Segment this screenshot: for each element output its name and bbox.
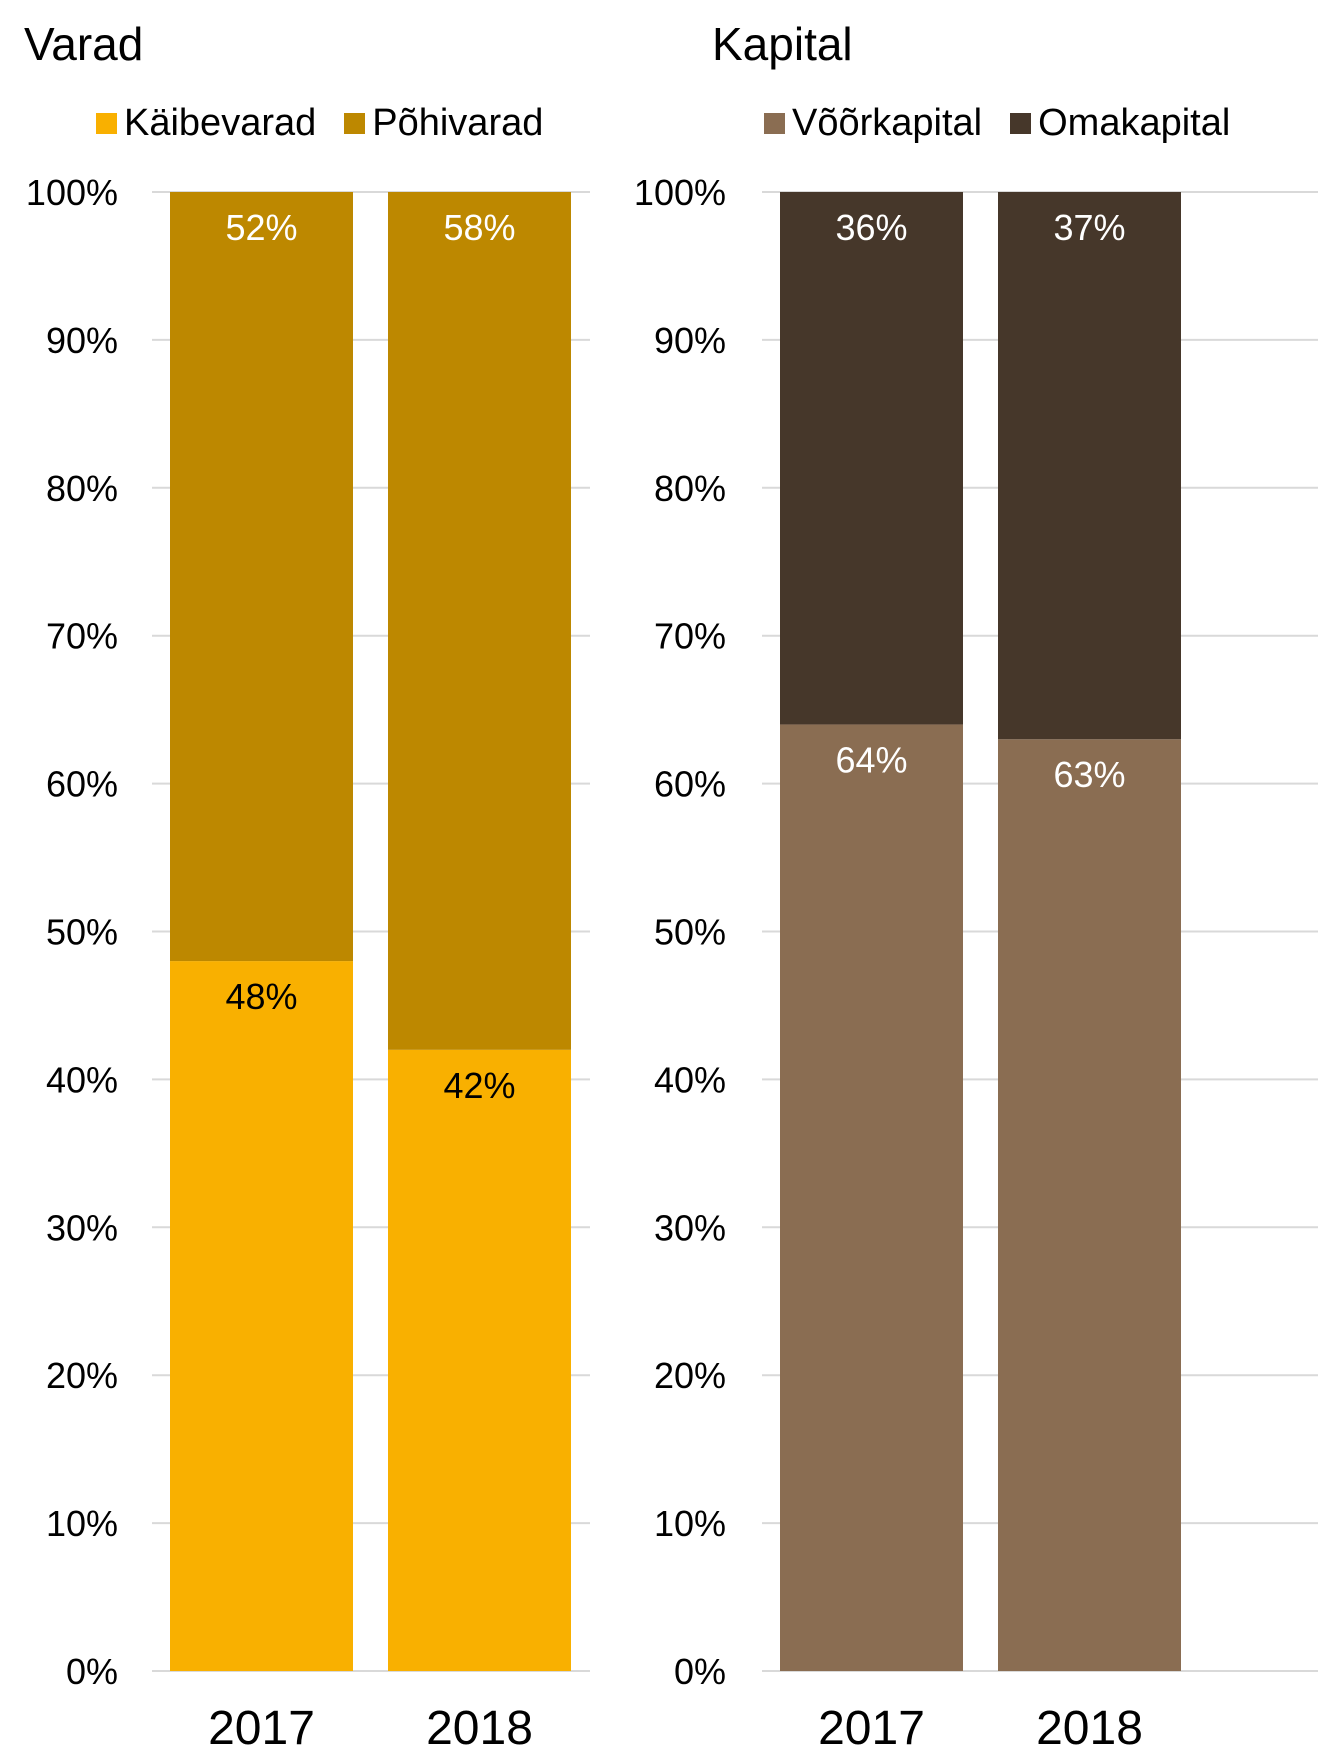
legend-item-liabilities: Võõrkapital (764, 102, 982, 145)
legend-swatch-liabilities (764, 112, 785, 134)
legend-item-fixed-assets: Põhivarad (344, 102, 543, 145)
data-label: 37% (1053, 207, 1125, 248)
y-tick-label: 0% (66, 1651, 118, 1692)
legend-label-equity: Omakapital (1038, 101, 1231, 144)
y-tick-label: 100% (634, 172, 726, 213)
y-tick-label: 20% (654, 1355, 726, 1396)
chart-title: Varad (24, 18, 144, 70)
y-tick-label: 20% (46, 1355, 118, 1396)
data-label: 48% (225, 976, 297, 1017)
y-tick-label: 30% (46, 1207, 118, 1248)
data-label: 63% (1053, 754, 1125, 795)
x-tick-label: 2018 (426, 1702, 533, 1755)
data-label: 64% (835, 739, 907, 780)
x-tick-label: 2017 (818, 1702, 925, 1755)
bar-segment (170, 961, 353, 1671)
y-tick-label: 80% (654, 468, 726, 509)
bar-segment (998, 192, 1181, 740)
y-tick-label: 0% (674, 1651, 726, 1692)
x-tick-label: 2017 (208, 1702, 315, 1755)
capital-chart-panel: Kapital Võõrkapital Omakapital 0% 10% 20% 3… (634, 0, 1318, 1756)
data-label: 42% (443, 1065, 515, 1106)
y-tick-label: 10% (654, 1503, 726, 1544)
bar-segment (170, 192, 353, 962)
capital-chart-plot: 0% 10% 20% 30% 40% 50% 60% 70% 80% 90% 100% 64% 36% 2… (634, 172, 1318, 1755)
bar-segment (388, 192, 571, 1050)
bar-segment (998, 739, 1181, 1671)
data-label: 58% (443, 207, 515, 248)
legend-label-fixed-assets: Põhivarad (372, 101, 544, 144)
x-tick-label: 2018 (1036, 1702, 1143, 1755)
y-tick-label: 70% (654, 616, 726, 657)
y-tick-label: 40% (654, 1059, 726, 1100)
y-tick-label: 90% (46, 320, 118, 361)
legend-label-liabilities: Võõrkapital (792, 101, 983, 144)
legend-swatch-equity (1010, 112, 1032, 134)
assets-chart-panel: Varad Käibevarad Põhivarad 0% 10% 20% 30% 40… (24, 18, 590, 1755)
bar-segment (780, 192, 963, 725)
y-tick-label: 30% (654, 1207, 726, 1248)
y-tick-label: 60% (654, 764, 726, 805)
data-label: 52% (225, 207, 297, 248)
y-tick-label: 100% (26, 172, 118, 213)
y-tick-label: 80% (46, 468, 118, 509)
y-tick-label: 90% (654, 320, 726, 361)
assets-chart-plot: 0% 10% 20% 30% 40% 50% 60% 70% 80% 90% 100% 48% 52% 2… (26, 172, 590, 1755)
legend-item-equity: Omakapital (1010, 102, 1230, 145)
bar-segment (388, 1049, 571, 1671)
y-tick-label: 10% (46, 1503, 118, 1544)
legend-swatch-fixed-assets (344, 112, 366, 134)
y-tick-label: 40% (46, 1059, 118, 1100)
y-tick-label: 60% (46, 764, 118, 805)
legend-swatch-current-assets (96, 112, 117, 134)
y-tick-label: 50% (654, 912, 726, 953)
chart-title: Kapital (712, 18, 853, 70)
y-tick-label: 50% (46, 912, 118, 953)
bar-segment (780, 724, 963, 1671)
y-tick-label: 70% (46, 616, 118, 657)
legend-item-current-assets: Käibevarad (96, 102, 316, 145)
chart-legend: Võõrkapital Omakapital (764, 98, 1258, 148)
legend-label-current-assets: Käibevarad (124, 101, 317, 144)
data-label: 36% (835, 207, 907, 248)
chart-legend: Käibevarad Põhivarad (96, 98, 571, 148)
